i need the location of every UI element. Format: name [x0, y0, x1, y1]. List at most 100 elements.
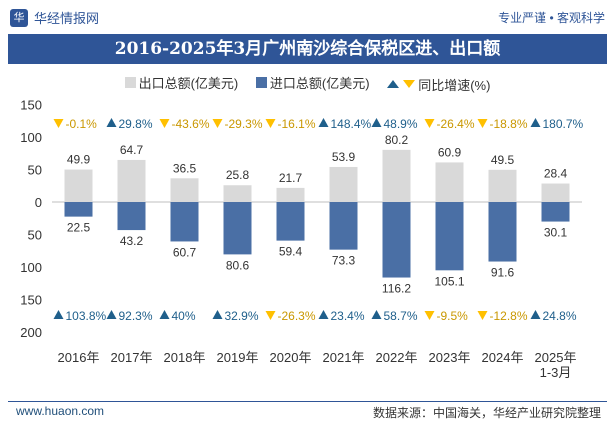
y-tick-label: 100	[20, 130, 42, 145]
export-value-label: 28.4	[544, 167, 568, 181]
export-value-label: 49.9	[67, 153, 91, 167]
export-growth-marker	[212, 119, 223, 128]
import-growth-marker	[159, 310, 170, 319]
x-tick-label: 2024年	[482, 350, 524, 365]
import-growth-label: 24.8%	[543, 309, 577, 323]
tagline: 专业严谨 • 客观科学	[498, 11, 605, 25]
import-value-label: 60.7	[173, 245, 197, 259]
export-bar	[329, 166, 358, 202]
import-growth-marker	[371, 310, 382, 319]
legend-export: 出口总额(亿美元)	[124, 73, 239, 92]
import-growth-marker	[53, 310, 64, 319]
export-value-label: 60.9	[438, 145, 462, 159]
export-value-label: 64.7	[120, 143, 144, 157]
import-value-label: 59.4	[279, 245, 303, 259]
footer-site: www.huaon.com	[16, 404, 105, 418]
export-bar	[435, 162, 464, 202]
export-growth-label: -16.1%	[278, 117, 316, 131]
import-value-label: 43.2	[120, 234, 144, 248]
export-swatch	[124, 77, 136, 88]
export-bar	[223, 185, 252, 202]
import-value-label: 105.1	[434, 274, 464, 288]
triangle-down-icon	[403, 80, 416, 88]
legend-growth: 同比增速(%)	[387, 75, 490, 94]
export-value-label: 80.2	[385, 133, 409, 147]
export-growth-label: -18.8%	[490, 117, 528, 131]
import-bar	[223, 202, 252, 255]
import-growth-label: -12.8%	[490, 309, 528, 323]
x-tick-label: 2021年	[323, 350, 365, 365]
import-value-label: 22.5	[67, 221, 91, 235]
brand-name: 华经情报网	[34, 11, 100, 26]
y-tick-label: 200	[20, 325, 42, 340]
x-tick-label: 2018年	[164, 350, 206, 365]
brand-logo-icon: 华	[10, 8, 28, 27]
export-value-label: 36.5	[173, 161, 197, 175]
import-bar	[276, 202, 305, 241]
import-bar	[117, 202, 146, 231]
import-growth-marker	[477, 311, 488, 320]
export-growth-marker	[265, 119, 276, 128]
legend-growth-label: 同比增速(%)	[418, 77, 491, 93]
x-tick-label: 2020年	[270, 350, 312, 365]
footer-source: 数据来源：中国海关，华经产业研究院整理	[372, 406, 601, 420]
export-growth-marker	[424, 119, 435, 128]
import-growth-marker	[424, 311, 435, 320]
export-growth-label: -43.6%	[172, 117, 210, 131]
export-bar	[488, 169, 517, 202]
x-tick-label: 2025年 1-3月	[535, 350, 577, 380]
import-growth-label: 103.8%	[66, 309, 107, 323]
export-value-label: 25.8	[226, 168, 250, 182]
import-bar	[435, 202, 464, 271]
export-growth-label: 180.7%	[543, 117, 584, 131]
legend-export-label: 出口总额(亿美元)	[138, 76, 239, 91]
import-growth-label: 58.7%	[384, 309, 418, 323]
export-value-label: 53.9	[332, 150, 356, 164]
x-tick-label: 2016年	[58, 350, 100, 365]
import-growth-marker	[265, 311, 276, 320]
legend-import: 进口总额(亿美元)	[255, 73, 370, 92]
export-growth-marker	[159, 119, 170, 128]
export-bar	[276, 187, 305, 202]
y-tick-label: 100	[20, 260, 42, 275]
import-value-label: 80.6	[226, 258, 250, 272]
import-bar	[329, 202, 358, 250]
export-bar	[170, 178, 199, 202]
import-growth-marker	[106, 310, 117, 319]
x-tick-label: 2023年	[429, 350, 471, 365]
export-growth-label: -0.1%	[66, 117, 98, 131]
export-value-label: 21.7	[279, 171, 303, 185]
footer: www.huaon.com 数据来源：中国海关，华经产业研究院整理	[8, 401, 607, 424]
export-bar	[382, 149, 411, 202]
export-growth-label: -29.3%	[225, 117, 263, 131]
export-growth-marker	[318, 118, 329, 127]
chart-title: 2016-2025年3月广州南沙综合保税区进、出口额	[8, 34, 607, 64]
import-growth-marker	[212, 310, 223, 319]
triangle-up-icon	[387, 80, 400, 88]
import-growth-label: -9.5%	[437, 309, 469, 323]
brand: 华 华经情报网	[10, 8, 99, 27]
export-growth-label: 148.4%	[331, 117, 372, 131]
y-tick-label: 150	[20, 293, 42, 308]
import-swatch	[255, 77, 267, 88]
import-value-label: 91.6	[491, 266, 515, 280]
import-value-label: 30.1	[544, 226, 568, 240]
export-growth-marker	[53, 119, 64, 128]
y-tick-label: 150	[20, 98, 42, 113]
export-growth-marker	[106, 118, 117, 127]
import-value-label: 116.2	[382, 282, 411, 296]
y-tick-label: 50	[28, 163, 42, 178]
import-growth-marker	[318, 310, 329, 319]
top-bar: 华 华经情报网 专业严谨 • 客观科学	[0, 0, 615, 34]
import-bar	[382, 202, 411, 278]
export-growth-marker	[371, 118, 382, 127]
import-bar	[170, 202, 199, 242]
y-tick-label: 50	[28, 228, 42, 243]
import-growth-label: -26.3%	[278, 309, 316, 323]
legend: 出口总额(亿美元) 进口总额(亿美元) 同比增速(%)	[0, 73, 615, 94]
export-value-label: 49.5	[491, 153, 515, 167]
export-growth-marker	[477, 119, 488, 128]
import-growth-label: 23.4%	[331, 309, 365, 323]
import-growth-label: 40%	[172, 309, 196, 323]
